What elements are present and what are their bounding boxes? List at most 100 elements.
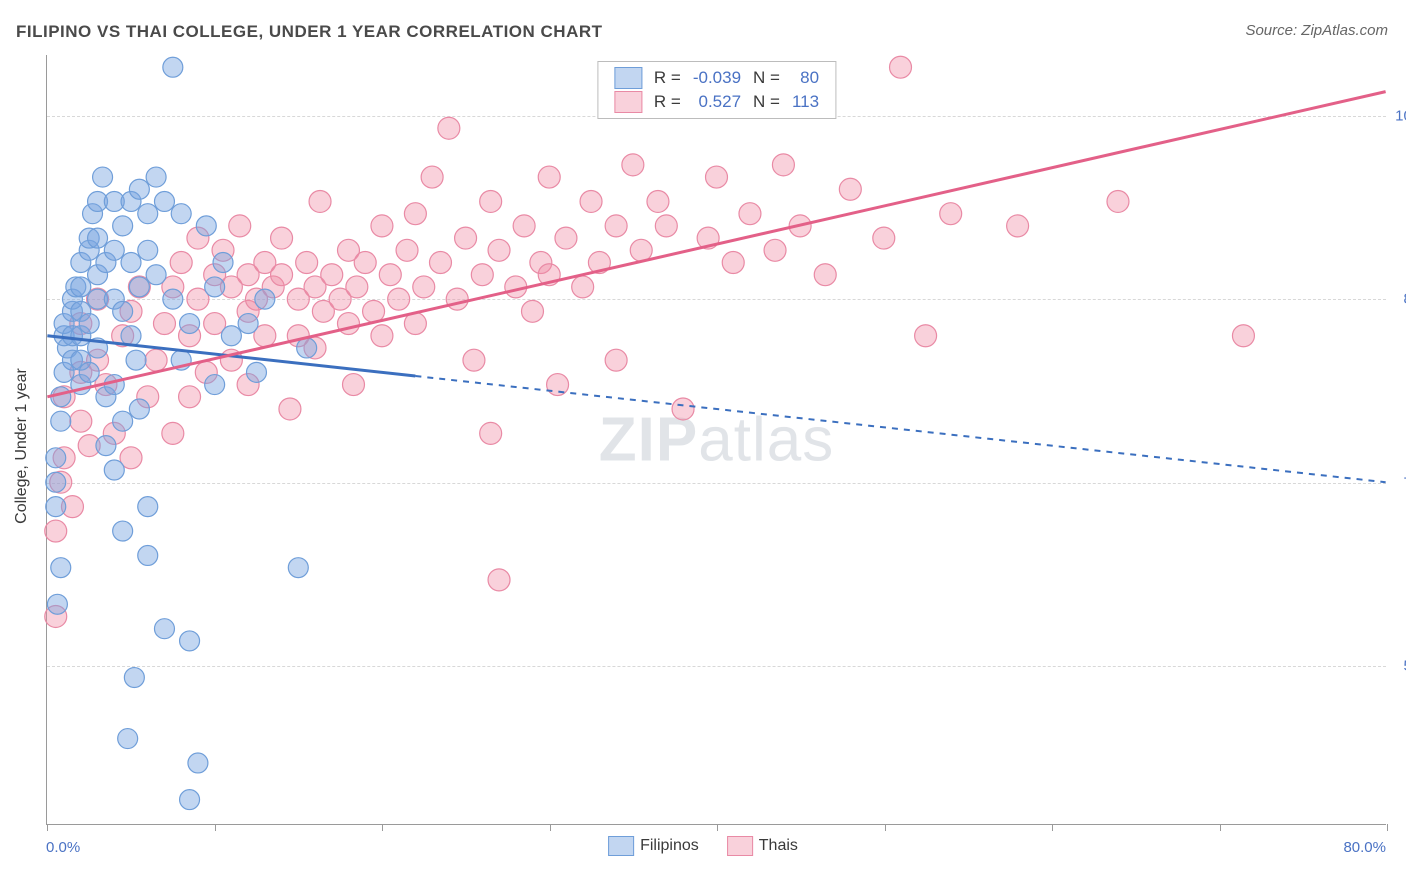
- filipinos-point: [121, 253, 141, 273]
- thais-point: [1007, 215, 1029, 237]
- thais-point: [739, 203, 761, 225]
- thais-point: [363, 300, 385, 322]
- thais-point: [271, 264, 293, 286]
- source-label: Source: ZipAtlas.com: [1245, 22, 1388, 39]
- filipinos-point: [138, 545, 158, 565]
- thais-point: [630, 239, 652, 261]
- thais-point: [488, 239, 510, 261]
- thais-point: [421, 166, 443, 188]
- filipinos-point: [93, 167, 113, 187]
- thais-point: [438, 117, 460, 139]
- filipinos-point: [79, 314, 99, 334]
- filipinos-point: [113, 521, 133, 541]
- thais-point: [404, 203, 426, 225]
- thais-point: [764, 239, 786, 261]
- thais-point: [572, 276, 594, 298]
- thais-point: [706, 166, 728, 188]
- filipinos-point: [113, 301, 133, 321]
- thais-point: [839, 178, 861, 200]
- filipinos-trendline-dashed: [415, 376, 1385, 482]
- legend-item: Filipinos: [608, 836, 699, 856]
- thais-point: [413, 276, 435, 298]
- y-tick-label: 55.0%: [1391, 658, 1406, 675]
- thais-point: [873, 227, 895, 249]
- thais-point: [1232, 325, 1254, 347]
- thais-point: [321, 264, 343, 286]
- x-tick: [1052, 824, 1053, 831]
- thais-point: [179, 386, 201, 408]
- filipinos-point: [246, 362, 266, 382]
- thais-point: [622, 154, 644, 176]
- thais-point: [279, 398, 301, 420]
- legend-swatch: [727, 836, 753, 856]
- x-tick: [1387, 824, 1388, 831]
- filipinos-point: [113, 216, 133, 236]
- legend-label: Thais: [759, 837, 798, 855]
- filipinos-point: [146, 167, 166, 187]
- thais-point: [343, 374, 365, 396]
- filipinos-point: [113, 411, 133, 431]
- filipinos-point: [255, 289, 275, 309]
- thais-point: [538, 166, 560, 188]
- legend-swatch: [608, 836, 634, 856]
- filipinos-point: [288, 558, 308, 578]
- filipinos-point: [138, 240, 158, 260]
- thais-point: [480, 422, 502, 444]
- thais-point: [354, 252, 376, 274]
- thais-point: [940, 203, 962, 225]
- filipinos-point: [196, 216, 216, 236]
- thais-point: [555, 227, 577, 249]
- legend-label: Filipinos: [640, 837, 699, 855]
- thais-point: [522, 300, 544, 322]
- legend-swatch: [614, 91, 642, 113]
- thais-point: [309, 190, 331, 212]
- thais-point: [1107, 190, 1129, 212]
- legend-stat-row: R =-0.039N =80: [608, 66, 825, 90]
- filipinos-point: [205, 277, 225, 297]
- filipinos-point: [221, 326, 241, 346]
- filipinos-point: [163, 289, 183, 309]
- filipinos-point: [51, 411, 71, 431]
- x-tick: [717, 824, 718, 831]
- thais-point: [647, 190, 669, 212]
- x-tick: [885, 824, 886, 831]
- filipinos-point: [118, 729, 138, 749]
- filipinos-point: [104, 460, 124, 480]
- x-tick: [382, 824, 383, 831]
- thais-point: [170, 252, 192, 274]
- x-max-label: 80.0%: [1343, 839, 1386, 856]
- thais-point: [429, 252, 451, 274]
- y-tick-label: 70.0%: [1391, 474, 1406, 491]
- filipinos-point: [138, 497, 158, 517]
- y-axis-label: College, Under 1 year: [13, 368, 31, 524]
- filipinos-point: [124, 668, 144, 688]
- filipinos-point: [180, 790, 200, 810]
- filipinos-point: [46, 472, 66, 492]
- thais-point: [488, 569, 510, 591]
- thais-point: [346, 276, 368, 298]
- filipinos-point: [47, 594, 67, 614]
- thais-point: [455, 227, 477, 249]
- filipinos-point: [180, 631, 200, 651]
- filipinos-point: [46, 497, 66, 517]
- thais-point: [296, 252, 318, 274]
- filipinos-point: [138, 204, 158, 224]
- thais-point: [379, 264, 401, 286]
- thais-point: [772, 154, 794, 176]
- thais-point: [45, 520, 67, 542]
- plot-svg: [47, 55, 1386, 824]
- filipinos-point: [46, 448, 66, 468]
- thais-point: [70, 410, 92, 432]
- filipinos-point: [154, 191, 174, 211]
- thais-point: [153, 313, 175, 335]
- thais-point: [513, 215, 535, 237]
- thais-point: [388, 288, 410, 310]
- thais-point: [471, 264, 493, 286]
- filipinos-point: [96, 436, 116, 456]
- filipinos-point: [129, 179, 149, 199]
- thais-point: [890, 56, 912, 78]
- filipinos-point: [297, 338, 317, 358]
- filipinos-point: [188, 753, 208, 773]
- legend-swatch: [614, 67, 642, 89]
- filipinos-point: [146, 265, 166, 285]
